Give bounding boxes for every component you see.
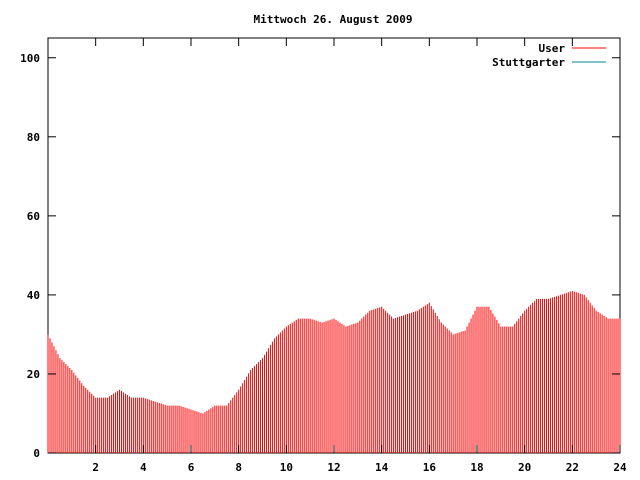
- y-tick-label: 40: [27, 289, 40, 302]
- bars-layer: [47, 290, 621, 453]
- x-tick-label: 2: [92, 461, 99, 474]
- x-axis: 2 4 6 8 10 12 14 16 18 20 22 24: [92, 38, 627, 474]
- x-tick-label: 22: [566, 461, 579, 474]
- x-tick-label: 16: [423, 461, 437, 474]
- y-axis: 0 20 40 60 80 100: [20, 52, 620, 460]
- legend-label-user: User: [539, 42, 566, 55]
- x-tick-label: 4: [140, 461, 147, 474]
- x-tick-label: 14: [375, 461, 389, 474]
- x-tick-label: 18: [470, 461, 483, 474]
- y-tick-label: 60: [27, 210, 40, 223]
- x-tick-label: 12: [327, 461, 340, 474]
- chart-title: Mittwoch 26. August 2009: [254, 13, 413, 26]
- y-tick-label: 100: [20, 52, 40, 65]
- x-tick-label: 8: [235, 461, 242, 474]
- y-tick-label: 20: [27, 368, 40, 381]
- y-tick-label: 0: [33, 447, 40, 460]
- legend: User Stuttgarter: [492, 42, 606, 69]
- x-tick-label: 20: [518, 461, 531, 474]
- x-tick-label: 10: [280, 461, 293, 474]
- y-tick-label: 80: [27, 131, 40, 144]
- x-tick-label: 24: [613, 461, 627, 474]
- legend-label-stuttgarter: Stuttgarter: [492, 56, 565, 69]
- x-tick-label: 6: [188, 461, 195, 474]
